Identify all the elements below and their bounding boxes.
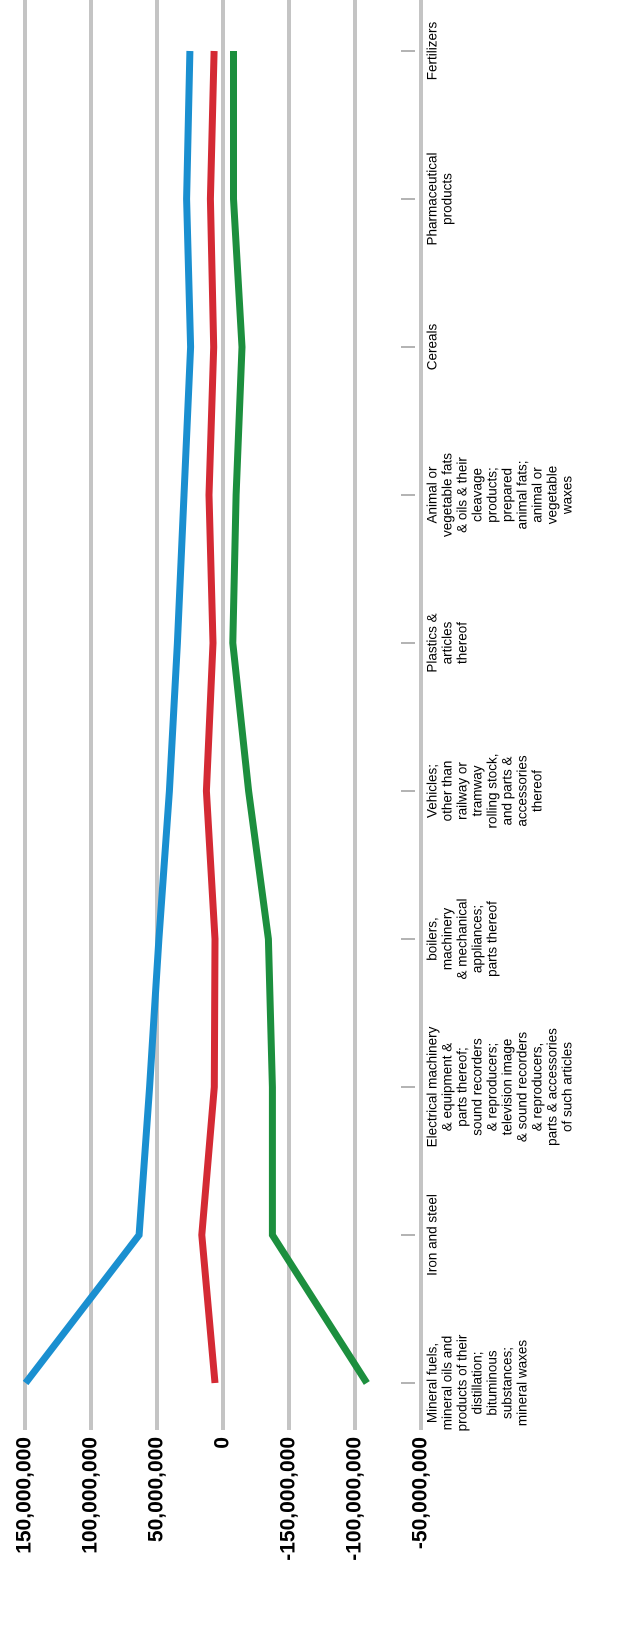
category-label-line: bituminous (485, 1350, 500, 1416)
category-label-line: waxes (560, 476, 575, 516)
category-label-line: Iron and steel (425, 1194, 440, 1276)
category-label: Iron and steel (425, 1194, 440, 1276)
category-label-line: & reproducers; (485, 1043, 500, 1132)
series-line-1 (22, 50, 195, 1386)
value-tick-label: -150,000,000 (277, 1437, 300, 1561)
series-line-2 (198, 50, 219, 1384)
category-label-line: products (440, 173, 455, 225)
category-label-line: boilers, (425, 917, 440, 961)
category-label-line: distillation; (470, 1351, 485, 1414)
value-tick-label: 0 (211, 1437, 234, 1449)
category-label-line: tramway (470, 765, 485, 816)
category-label-line: Plastics & (425, 613, 440, 672)
category-label-line: parts thereof (485, 901, 500, 977)
category-label-line: and parts & (500, 756, 515, 825)
category-label-line: Mineral fuels, (425, 1343, 440, 1423)
category-label-line: vegetable fats (440, 453, 455, 537)
category-label-line: articles (440, 621, 455, 664)
category-label: Cereals (425, 323, 440, 370)
category-labels: Mineral fuels, mineral oils and products o… (425, 22, 575, 1432)
category-label-line: vegetable (545, 466, 560, 525)
value-tick-label: 150,000,000 (13, 1437, 36, 1554)
category-label: Electrical machinery & equipment & parts t… (425, 1026, 575, 1147)
category-label-line: Animal or (425, 466, 440, 524)
category-label: Vehicles; other than railway or tramway roll… (425, 753, 545, 828)
category-label-line: & oils & their (455, 457, 470, 533)
category-label-line: of such articles (560, 1042, 575, 1132)
category-label-line: other than (440, 761, 455, 822)
grid-lines (23, 0, 423, 1430)
series-lines (22, 50, 370, 1386)
category-label: Fertilizers (425, 22, 440, 81)
category-label-line: television image (500, 1039, 515, 1136)
category-label: Mineral fuels, mineral oils and products o… (425, 1334, 530, 1431)
category-label-line: & reproducers, (530, 1043, 545, 1132)
category-label: Pharmaceutical products (425, 152, 455, 245)
category-label-line: sound recorders (470, 1038, 485, 1136)
category-label-line: substances; (500, 1347, 515, 1419)
series-line-3 (229, 51, 370, 1385)
category-label-line: appliances; (470, 905, 485, 973)
value-tick-label: 100,000,000 (79, 1437, 102, 1554)
category-label-line: Cereals (425, 323, 440, 370)
category-label-line: animal fats; (515, 460, 530, 529)
value-tick-label: 50,000,000 (145, 1437, 168, 1542)
category-label-line: mineral waxes (515, 1340, 530, 1427)
category-label-line: products; (485, 467, 500, 523)
category-label-line: Vehicles; (425, 764, 440, 818)
category-label: Animal or vegetable fats & oils & their cle… (425, 453, 575, 537)
category-label-line: & equipment & (440, 1043, 455, 1132)
category-label-line: & sound recorders (515, 1032, 530, 1143)
category-label: boilers, machinery & mechanical appliances;… (425, 898, 500, 979)
category-label-line: railway or (455, 762, 470, 820)
category-label-line: parts thereof; (455, 1047, 470, 1127)
category-label-line: & mechanical (455, 898, 470, 979)
category-label-line: animal or (530, 467, 545, 523)
category-label-line: prepared (500, 468, 515, 522)
category-label-line: thereof (455, 622, 470, 664)
value-tick-label: -50,000,000 (409, 1437, 432, 1549)
category-label-line: thereof (530, 770, 545, 812)
value-tick-labels: 150,000,000 100,000,000 50,000,000 0 -150,00… (13, 1437, 432, 1561)
category-label-line: Fertilizers (425, 22, 440, 81)
category-label-line: Pharmaceutical (425, 152, 440, 245)
category-label-line: machinery (440, 908, 455, 971)
category-label-line: parts & accessories (545, 1028, 560, 1146)
value-tick-label: -100,000,000 (343, 1437, 366, 1561)
category-label-line: products of their (455, 1334, 470, 1431)
category-tick-marks (401, 50, 415, 1384)
category-label-line: accessories (515, 755, 530, 827)
category-label-line: rolling stock, (485, 753, 500, 828)
category-label-line: mineral oils and (440, 1336, 455, 1431)
category-label: Plastics & articles thereof (425, 613, 470, 672)
category-label-line: Electrical machinery (425, 1026, 440, 1147)
category-label-line: cleavage (470, 468, 485, 522)
